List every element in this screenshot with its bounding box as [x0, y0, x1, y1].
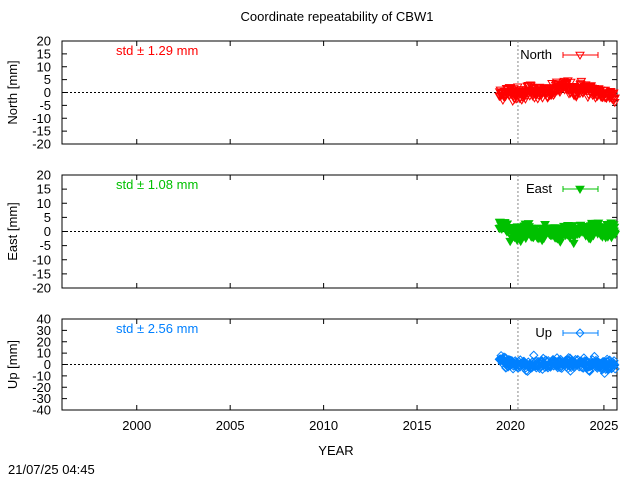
legend-label: Up	[535, 325, 552, 340]
y-tick-label: 10	[37, 196, 51, 211]
y-axis-label: North [mm]	[5, 60, 20, 124]
std-label: std ± 1.29 mm	[116, 43, 198, 58]
y-tick-label: -30	[32, 391, 51, 406]
data-point	[610, 360, 620, 370]
y-tick-label: 20	[37, 334, 51, 349]
x-tick-label: 2020	[496, 418, 525, 433]
data-point	[575, 328, 585, 338]
data-point	[555, 238, 566, 247]
y-tick-label: -5	[39, 238, 51, 253]
y-tick-label: 15	[37, 46, 51, 61]
data-point	[540, 221, 550, 230]
y-tick-label: 10	[37, 346, 51, 361]
y-axis-label: Up [mm]	[5, 340, 20, 389]
data-point	[609, 223, 620, 233]
y-tick-label: -10	[32, 252, 51, 267]
y-tick-label: 0	[44, 357, 51, 372]
y-tick-label: -15	[32, 124, 51, 139]
x-tick-label: 2015	[403, 418, 432, 433]
y-tick-label: 30	[37, 323, 51, 338]
data-point	[609, 356, 619, 366]
y-tick-label: 10	[37, 59, 51, 74]
std-label: std ± 2.56 mm	[116, 321, 198, 336]
y-axis-label: East [mm]	[5, 202, 20, 261]
data-point	[585, 366, 595, 376]
y-tick-label: 20	[37, 168, 51, 183]
data-point	[532, 95, 543, 104]
data-point	[565, 78, 576, 88]
data-point	[610, 230, 621, 240]
y-tick-label: 0	[44, 224, 51, 239]
x-tick-label: 2000	[122, 418, 151, 433]
timestamp: 21/07/25 04:45	[8, 462, 95, 477]
y-tick-label: -15	[32, 266, 51, 281]
std-label: std ± 1.08 mm	[116, 177, 198, 192]
y-tick-label: -10	[32, 368, 51, 383]
data-point	[563, 77, 573, 86]
y-tick-label: -5	[39, 98, 51, 113]
y-tick-label: -10	[32, 111, 51, 126]
data-point	[583, 93, 593, 103]
data-point	[575, 51, 585, 60]
data-series-up	[494, 350, 620, 379]
data-point	[609, 98, 620, 108]
x-tick-label: 2005	[216, 418, 245, 433]
data-point	[575, 185, 585, 194]
y-tick-label: -40	[32, 403, 51, 418]
x-tick-label: 2025	[589, 418, 618, 433]
y-tick-label: -20	[32, 281, 51, 296]
y-tick-label: 20	[37, 34, 51, 49]
data-point	[537, 94, 548, 103]
data-series-north	[494, 77, 621, 108]
y-tick-label: 40	[37, 312, 51, 327]
y-tick-label: 5	[44, 72, 51, 87]
legend-label: North	[520, 47, 552, 62]
data-point	[608, 89, 619, 98]
legend-label: East	[526, 181, 552, 196]
y-tick-label: 5	[44, 210, 51, 225]
data-series-east	[494, 218, 621, 249]
data-point	[610, 94, 621, 103]
x-tick-label: 2010	[309, 418, 338, 433]
chart-title: Coordinate repeatability of CBW1	[241, 9, 434, 24]
y-tick-label: 15	[37, 182, 51, 197]
x-axis-label: YEAR	[318, 443, 353, 458]
data-point	[610, 364, 620, 374]
y-tick-label: -20	[32, 380, 51, 395]
y-tick-label: 0	[44, 85, 51, 100]
y-tick-label: -20	[32, 137, 51, 152]
